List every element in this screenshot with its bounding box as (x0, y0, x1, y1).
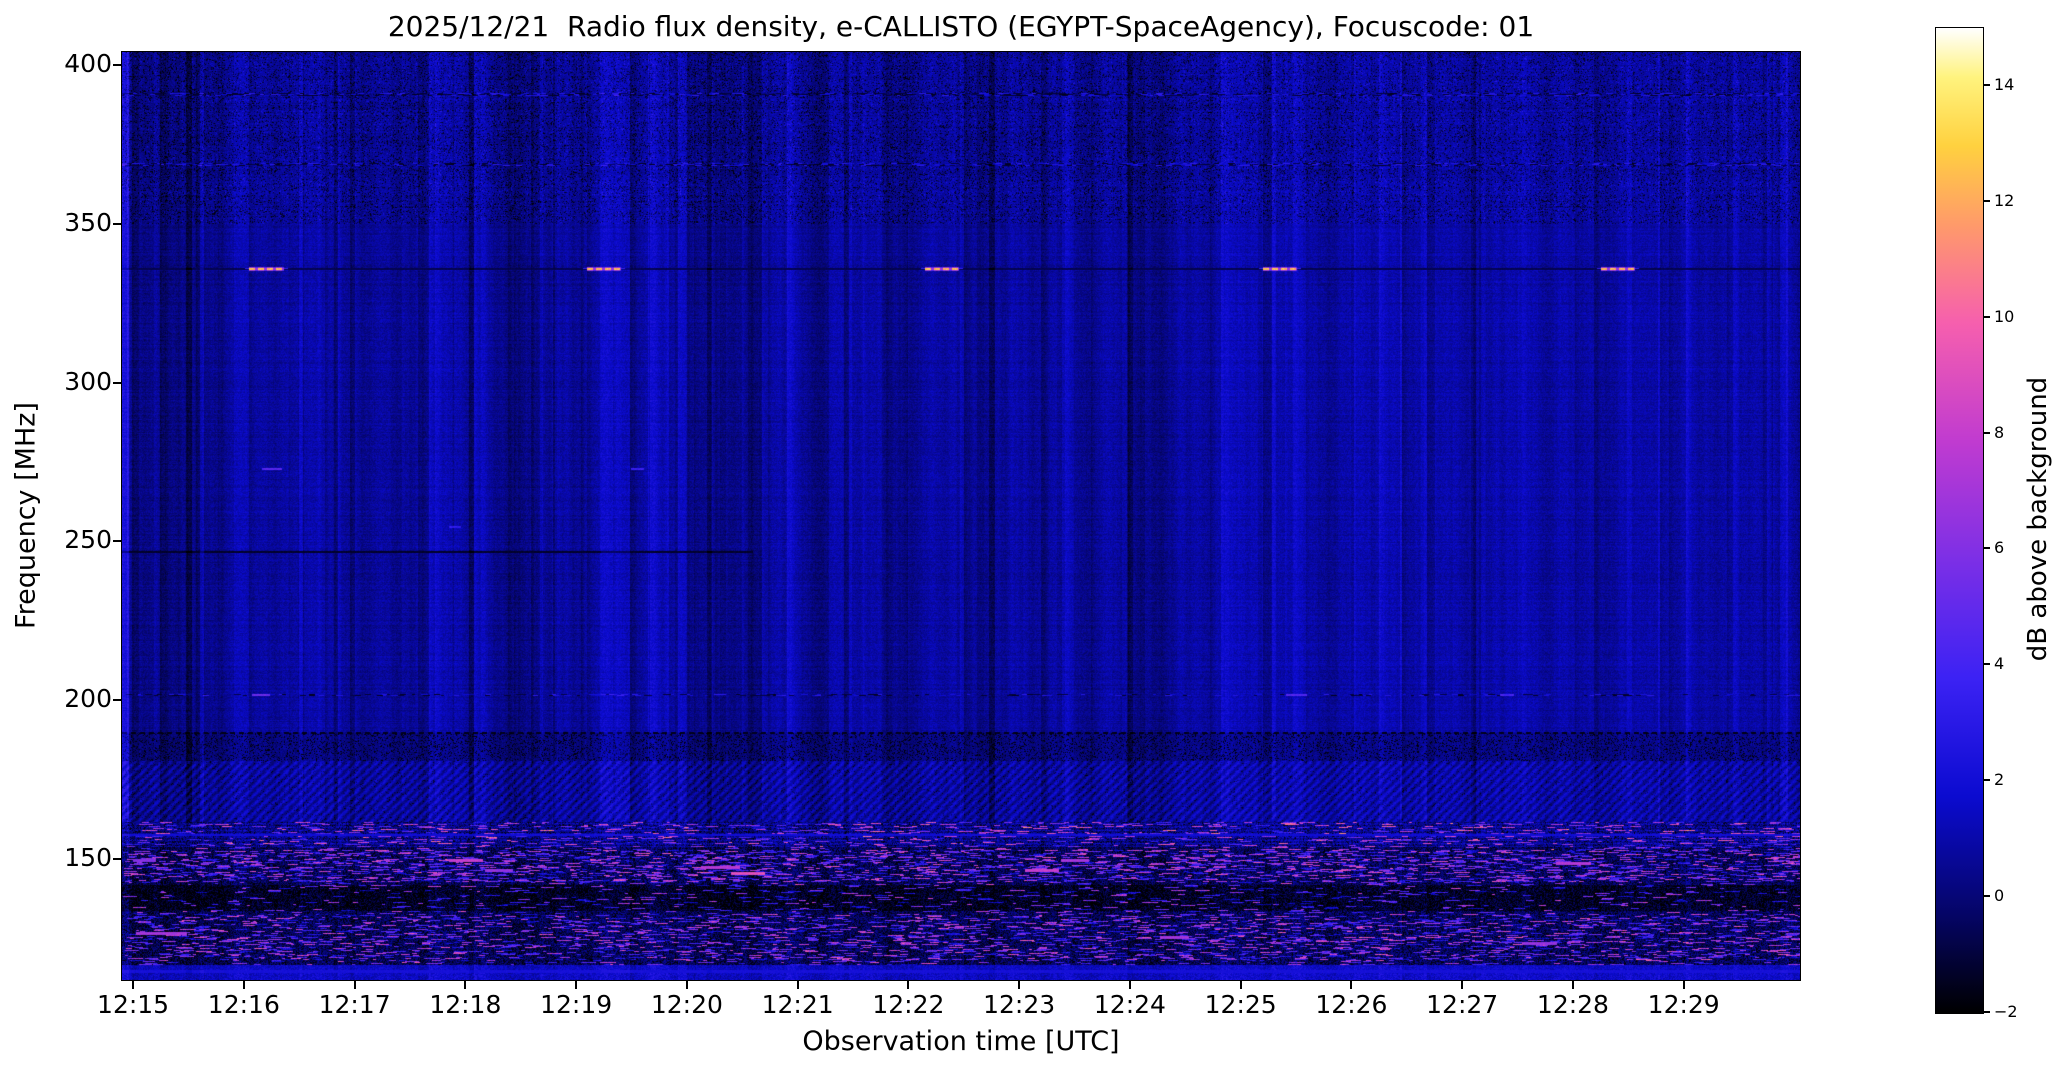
colorbar-tick-mark (1983, 315, 1990, 318)
y-tick-label: 350 (64, 207, 112, 237)
x-tick-label: 12:17 (318, 990, 391, 1019)
x-tick-mark (1461, 980, 1464, 989)
chart-title: 2025/12/21 Radio flux density, e-CALLIST… (387, 10, 1535, 43)
x-tick-mark (1350, 980, 1353, 989)
y-tick-label: 400 (64, 48, 112, 78)
x-tick-mark (1571, 980, 1574, 989)
x-tick-mark (1682, 980, 1685, 989)
x-tick-label: 12:22 (872, 990, 945, 1019)
x-tick-label: 12:19 (540, 990, 613, 1019)
x-tick-label: 12:26 (1315, 990, 1388, 1019)
x-tick-label: 12:25 (1204, 990, 1277, 1019)
x-tick-label: 12:21 (761, 990, 834, 1019)
y-tick-mark (113, 63, 122, 66)
colorbar-tick-mark (1983, 547, 1990, 550)
y-tick-mark (113, 222, 122, 225)
y-tick-mark (113, 540, 122, 543)
colorbar-tick-label: 4 (1994, 654, 2005, 674)
colorbar-tick-label: 2 (1994, 770, 2005, 790)
colorbar-tick-label: 10 (1994, 306, 2015, 326)
colorbar-tick-label: 12 (1994, 190, 2015, 210)
x-tick-mark (575, 980, 578, 989)
colorbar-tick-mark (1983, 1011, 1990, 1013)
colorbar-tick-label: −2 (1994, 1002, 2018, 1021)
y-tick-label: 150 (64, 843, 112, 873)
y-tick-mark (113, 699, 122, 702)
x-tick-label: 12:15 (97, 990, 170, 1019)
x-tick-mark (1018, 980, 1021, 989)
spectrogram-heatmap (121, 51, 1801, 981)
colorbar-gradient (1935, 27, 1984, 1014)
colorbar-tick-mark (1983, 431, 1990, 434)
colorbar-tick-label: 6 (1994, 538, 2005, 558)
y-tick-mark (113, 858, 122, 861)
y-tick-label: 300 (64, 366, 112, 396)
colorbar-tick-mark (1983, 83, 1990, 86)
x-tick-label: 12:24 (1093, 990, 1166, 1019)
x-tick-label: 12:18 (429, 990, 502, 1019)
x-tick-mark (907, 980, 910, 989)
x-tick-mark (242, 980, 245, 989)
x-tick-label: 12:20 (650, 990, 723, 1019)
y-axis-label: Frequency [MHz] (10, 402, 42, 629)
x-axis-label: Observation time [UTC] (802, 1026, 1120, 1057)
colorbar-label: dB above background (2023, 376, 2053, 662)
colorbar-tick-mark (1983, 895, 1990, 898)
x-tick-label: 12:27 (1426, 990, 1499, 1019)
x-tick-mark (1128, 980, 1131, 989)
x-tick-label: 12:16 (207, 990, 280, 1019)
x-tick-mark (464, 980, 467, 989)
colorbar-tick-label: 14 (1994, 74, 2015, 94)
x-tick-mark (1239, 980, 1242, 989)
colorbar-tick-mark (1983, 779, 1990, 782)
colorbar-tick-mark (1983, 663, 1990, 666)
colorbar-tick-label: 8 (1994, 422, 2005, 442)
x-tick-mark (685, 980, 688, 989)
y-tick-mark (113, 381, 122, 384)
x-tick-mark (353, 980, 356, 989)
x-tick-label: 12:23 (983, 990, 1056, 1019)
x-tick-mark (796, 980, 799, 989)
colorbar-tick-label: 0 (1994, 886, 2005, 906)
x-tick-label: 12:28 (1536, 990, 1609, 1019)
x-tick-label: 12:29 (1647, 990, 1720, 1019)
y-tick-label: 250 (64, 525, 112, 555)
colorbar-tick-mark (1983, 199, 1990, 202)
x-tick-mark (132, 980, 135, 989)
y-tick-label: 200 (64, 684, 112, 714)
